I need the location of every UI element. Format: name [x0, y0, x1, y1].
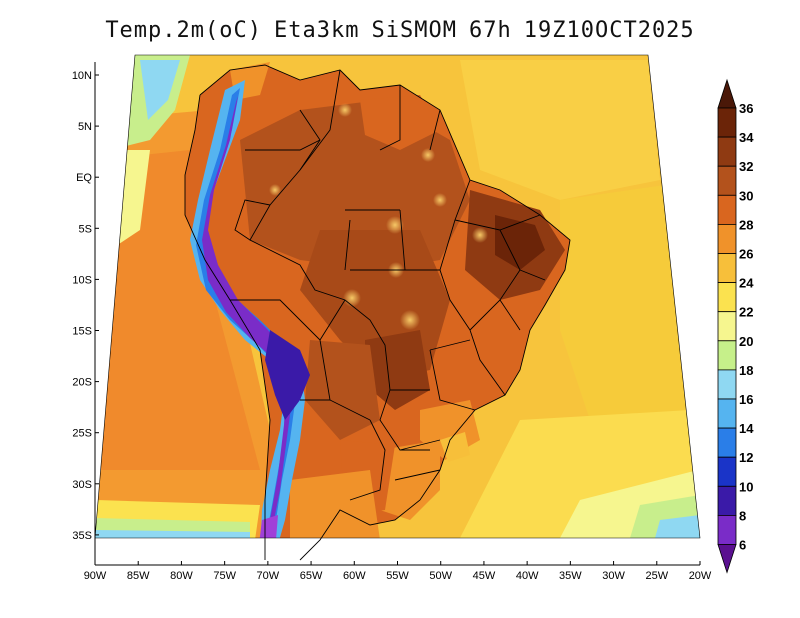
- colorbar-min-arrow: [717, 544, 737, 574]
- colorbar-band: [717, 282, 737, 313]
- title-system: SiSMOM: [371, 18, 457, 43]
- colorbar-band: [717, 194, 737, 225]
- lat-tick-label: 35S: [72, 530, 92, 542]
- country-borders: [184, 64, 571, 561]
- lat-tick-label: 30S: [72, 479, 92, 491]
- lat-tick-label: 15S: [72, 326, 92, 338]
- lat-tick-label: EQ: [76, 172, 92, 184]
- lon-tick-label: 40W: [516, 570, 539, 582]
- colorbar-band: [717, 340, 737, 371]
- colorbar-label: 18: [739, 363, 753, 378]
- title-field: Temp.2m(oC): [105, 18, 263, 43]
- temperature-field: [95, 55, 700, 538]
- map-title: Temp.2m(oC) Eta3km SiSMOM 67h 19Z10OCT2025: [0, 18, 800, 43]
- colorbar-label: 6: [739, 538, 746, 553]
- colorbar-label: 24: [739, 276, 754, 291]
- title-forecast-hour: 67h: [468, 18, 512, 43]
- lon-tick-label: 30W: [602, 570, 625, 582]
- colorbar-band: [717, 515, 737, 545]
- lon-tick-label: 35W: [559, 570, 582, 582]
- lon-tick-label: 70W: [257, 570, 280, 582]
- lat-tick-label: 25S: [72, 428, 92, 440]
- lon-tick-label: 20W: [689, 570, 712, 582]
- lon-tick-label: 80W: [170, 570, 193, 582]
- colorbar-label: 8: [739, 508, 746, 523]
- title-model: Eta3km: [274, 18, 360, 43]
- colorbar-label: 36: [739, 101, 753, 116]
- colorbar-label: 20: [739, 334, 753, 349]
- colorbar-band: [717, 223, 737, 254]
- lon-tick-label: 60W: [343, 570, 366, 582]
- colorbar-band: [717, 165, 737, 196]
- colorbar-label: 22: [739, 305, 753, 320]
- colorbar-label: 10: [739, 479, 753, 494]
- lat-tick-label: 10N: [72, 70, 92, 82]
- longitude-axis: 90W 85W 80W 75W 70W 65W 60W 55W 50W 45W 40W 35W 30W 2…: [84, 62, 712, 582]
- lat-tick-label: 5S: [79, 223, 92, 235]
- colorbar-label: 16: [739, 392, 753, 407]
- lon-tick-label: 90W: [84, 570, 107, 582]
- lon-tick-label: 85W: [127, 570, 150, 582]
- latitude-axis: 10N 5N EQ 5S 10S 15S 20S 25S 30S 35S: [72, 70, 99, 542]
- colorbar-band: [717, 398, 737, 429]
- colorbar-band: [717, 311, 737, 342]
- lat-tick-label: 10S: [72, 274, 92, 286]
- lat-tick-label: 5N: [78, 121, 92, 133]
- colorbar-band: [717, 107, 737, 138]
- colorbar-band: [717, 136, 737, 167]
- colorbar: 36 34 32 30 28 26 24 22 20 18 16 14 12 10 8 6: [717, 78, 754, 574]
- lon-tick-label: 65W: [300, 570, 323, 582]
- colorbar-band: [717, 253, 737, 284]
- colorbar-label: 26: [739, 247, 753, 262]
- colorbar-label: 12: [739, 450, 753, 465]
- colorbar-band: [717, 427, 737, 458]
- colorbar-label: 14: [739, 421, 754, 436]
- lon-tick-label: 25W: [645, 570, 668, 582]
- colorbar-label: 34: [739, 130, 754, 145]
- lon-tick-label: 75W: [213, 570, 236, 582]
- colorbar-band: [717, 369, 737, 400]
- colorbar-label: 28: [739, 217, 753, 232]
- lon-tick-label: 50W: [429, 570, 452, 582]
- lat-tick-label: 20S: [72, 377, 92, 389]
- colorbar-label: 30: [739, 188, 753, 203]
- colorbar-band: [717, 485, 737, 516]
- colorbar-band: [717, 456, 737, 487]
- lon-tick-label: 55W: [386, 570, 409, 582]
- lon-tick-label: 45W: [473, 570, 496, 582]
- domain-border: [94, 54, 701, 539]
- colorbar-label: 32: [739, 159, 753, 174]
- title-valid-time: 19Z10OCT2025: [523, 18, 695, 43]
- colorbar-max-arrow: [717, 78, 737, 109]
